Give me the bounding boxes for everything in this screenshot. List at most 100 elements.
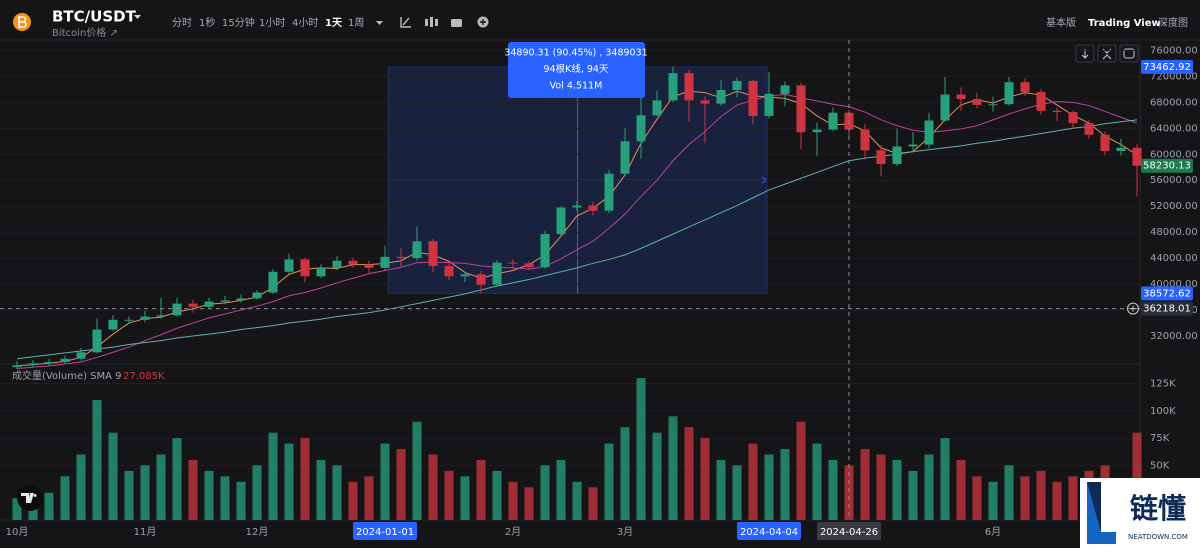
volume-bar: [1068, 476, 1078, 520]
watermark: 链懂 NEATDOWN.COM: [1080, 478, 1200, 548]
candle-body: [492, 262, 502, 285]
symbol[interactable]: BTC/USDT: [52, 8, 137, 26]
volume-bar: [188, 459, 198, 520]
candle-body: [220, 300, 230, 302]
candle-body: [92, 329, 102, 353]
candle-body: [892, 146, 902, 164]
collapse-button[interactable]: [1097, 44, 1117, 63]
volume-bar: [460, 476, 470, 520]
candle-body: [652, 100, 662, 116]
candle-body: [1116, 147, 1126, 152]
y-tick-label: 75K: [1150, 433, 1170, 444]
subtitle[interactable]: Bitcoin价格 ↗: [52, 26, 118, 39]
header: BTC/USDT Bitcoin价格 ↗ 分时 1秒 15分钟 1小时 4小时 1天 1周 基…: [13, 8, 1188, 39]
candle-body: [940, 94, 950, 121]
y-tick-label: 32000.00: [1150, 331, 1198, 342]
candle-body: [396, 256, 406, 259]
volume-bar: [1004, 465, 1014, 520]
moving-average: [16, 119, 1138, 360]
volume-bar: [796, 421, 806, 520]
interval-button[interactable]: 15分钟: [222, 16, 255, 29]
candle-body: [972, 99, 982, 105]
tradingview-logo: [17, 485, 43, 511]
candle-body: [1084, 123, 1094, 135]
interval-button[interactable]: 1周: [348, 17, 364, 29]
candle-body: [300, 259, 310, 277]
candle-body: [924, 120, 934, 145]
candle-body: [76, 352, 86, 359]
more-intervals[interactable]: [376, 21, 383, 25]
interval-button[interactable]: 1小时: [259, 17, 285, 29]
volume-bar: [1132, 432, 1142, 520]
candle-body: [524, 263, 534, 268]
chart-type-icon[interactable]: [425, 17, 438, 27]
volume-bar: [716, 459, 726, 520]
price-tag-label: 36218.01: [1143, 304, 1191, 315]
y-tick-label: 76000.00: [1150, 45, 1198, 56]
volume-bar: [268, 432, 278, 520]
fullscreen-button[interactable]: [1119, 44, 1139, 63]
candle-body: [572, 205, 582, 208]
scroll-button[interactable]: [1075, 44, 1095, 63]
moving-average: [16, 90, 1138, 367]
candle-body: [828, 112, 838, 130]
measure-text: 34890.31 (90.45%) , 3489031: [504, 48, 647, 59]
candle-body: [156, 315, 166, 317]
x-tick-label: 2024-01-01: [356, 527, 414, 538]
volume-bar: [380, 443, 390, 520]
watermark-mark-shade: [1087, 482, 1101, 532]
volume-bar: [972, 476, 982, 520]
candle-body: [172, 303, 182, 316]
candle-body: [700, 100, 710, 104]
candle-body: [284, 259, 294, 272]
candle-body: [796, 85, 806, 133]
view-button[interactable]: 基本版: [1046, 16, 1076, 29]
interval-button[interactable]: 4小时: [292, 17, 318, 29]
symbol-dropdown[interactable]: [134, 15, 141, 19]
price-tag: [1141, 59, 1193, 74]
crosshair-add[interactable]: [1127, 302, 1139, 315]
measure-tooltip: [508, 42, 645, 98]
volume-bar: [508, 481, 518, 520]
volume-bar: [924, 454, 934, 520]
volume-bar: [476, 459, 486, 520]
y-tick-label: 100K: [1150, 406, 1176, 417]
candle-body: [908, 144, 918, 147]
price-tag-label: 73462.92: [1143, 62, 1191, 73]
view-button[interactable]: 深度图: [1158, 16, 1188, 29]
view-button[interactable]: Trading View: [1088, 18, 1161, 29]
candle-body: [252, 292, 262, 299]
volume-bar: [1036, 470, 1046, 520]
candle-body: [476, 274, 486, 285]
interval-button[interactable]: 1秒: [199, 16, 215, 29]
volume-bar: [524, 487, 534, 520]
volume-bar: [332, 465, 342, 520]
candle-body: [732, 80, 742, 90]
volume-bar: [204, 470, 214, 520]
time-label-bg: [353, 522, 417, 540]
volume-bar: [588, 487, 598, 520]
volume-bar: [700, 438, 710, 520]
candle-body: [716, 89, 726, 104]
candle-body: [28, 363, 38, 366]
fullscreen-icon: [1123, 48, 1135, 59]
volume-bar: [124, 470, 134, 520]
volume-bar: [684, 427, 694, 520]
y-tick-label: 64000.00: [1150, 123, 1198, 134]
tv-logo-glyph: [21, 493, 37, 503]
volume-bar: [748, 443, 758, 520]
volume-bar: [444, 470, 454, 520]
x-tick-label: 10月: [6, 526, 29, 538]
x-tick-label: 12月: [246, 526, 269, 538]
indicator-icon[interactable]: [400, 17, 411, 28]
volume-bar: [76, 454, 86, 520]
snapshot-icon[interactable]: [451, 19, 462, 27]
volume-bar: [604, 443, 614, 520]
volume-bar: [780, 449, 790, 520]
interval-button[interactable]: 1天: [325, 17, 343, 29]
x-tick-label: 11月: [134, 526, 157, 538]
volume-bar: [428, 454, 438, 520]
interval-button[interactable]: 分时: [172, 17, 192, 29]
volume-bar: [316, 459, 326, 520]
